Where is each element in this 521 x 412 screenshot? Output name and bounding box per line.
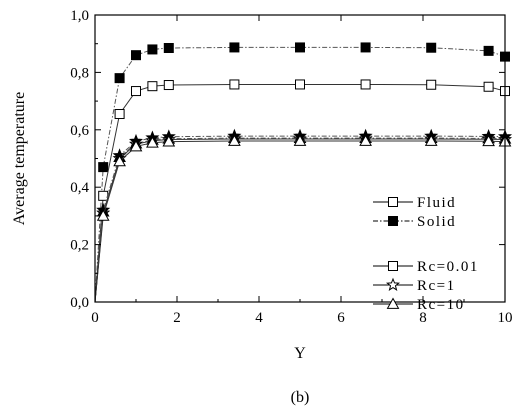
x-tick-label: 2 <box>173 310 181 326</box>
y-tick-label: 1,0 <box>70 8 89 24</box>
data-point <box>114 73 125 84</box>
data-point <box>426 79 437 90</box>
data-point <box>98 162 109 173</box>
x-tick-label: 4 <box>255 310 263 326</box>
legend: Fluid Solid Rc=0.01 Rc=1 Rc=10 <box>373 195 479 313</box>
data-point <box>163 80 174 91</box>
legend-label: Rc=10 <box>417 297 465 313</box>
y-axis-label: Average temperature <box>11 92 28 225</box>
data-point <box>162 135 176 147</box>
legend-entry: Solid <box>373 214 456 230</box>
data-point <box>360 79 371 90</box>
data-point <box>147 44 158 55</box>
legend-label: Solid <box>417 214 456 230</box>
data-point <box>229 79 240 90</box>
y-tick-label: 0,8 <box>70 65 89 81</box>
data-point <box>426 42 437 53</box>
legend-label: Rc=0.01 <box>417 259 479 275</box>
legend-marker <box>388 197 398 207</box>
data-point <box>228 134 241 146</box>
data-point <box>359 134 372 146</box>
series-fluid-rc10 <box>94 134 512 303</box>
data-point <box>360 42 371 53</box>
legend-marker <box>388 261 398 271</box>
y-tick-label: 0,2 <box>70 238 89 254</box>
legend-marker <box>386 297 400 309</box>
x-axis-label: Y <box>294 345 306 362</box>
legend-marker <box>388 216 398 226</box>
legend-label: Rc=1 <box>417 278 456 294</box>
data-point <box>295 42 305 53</box>
x-tick-label: 10 <box>498 310 513 326</box>
data-point <box>482 134 495 147</box>
data-point <box>229 42 240 53</box>
x-tick-label: 8 <box>419 310 427 326</box>
figure-caption: (b) <box>291 389 310 406</box>
legend-entry: Rc=0.01 <box>373 259 479 275</box>
data-point <box>131 86 141 97</box>
y-tick-label: 0,0 <box>70 295 89 311</box>
data-point <box>483 45 494 56</box>
y-tick-label: 0,4 <box>70 180 89 196</box>
y-tick-label: 0,6 <box>70 123 89 139</box>
axes-layer: 0 2 4 6 8 10 0,0 0,2 0,4 0,6 0,8 1,0 <box>70 8 512 326</box>
data-point <box>96 209 110 221</box>
legend-entry: Rc=1 <box>373 277 456 294</box>
series-line <box>94 140 506 303</box>
series-line <box>94 83 506 303</box>
data-point <box>98 190 109 201</box>
data-point <box>114 109 125 120</box>
x-tick-label: 6 <box>337 310 345 326</box>
data-point <box>293 134 307 146</box>
data-point <box>163 43 174 54</box>
legend-entry: Rc=10 <box>373 297 465 313</box>
x-tick-label: 0 <box>91 310 99 326</box>
data-point <box>483 81 494 92</box>
data-point <box>129 139 143 152</box>
data-point <box>147 81 158 92</box>
legend-marker <box>385 277 401 291</box>
data-point <box>146 136 159 148</box>
data-point <box>424 134 438 146</box>
legend-entry: Fluid <box>373 195 456 211</box>
data-point <box>113 154 126 167</box>
series-line <box>94 46 506 303</box>
data-point <box>131 50 141 61</box>
data-point <box>295 79 305 90</box>
legend-label: Fluid <box>417 195 456 211</box>
